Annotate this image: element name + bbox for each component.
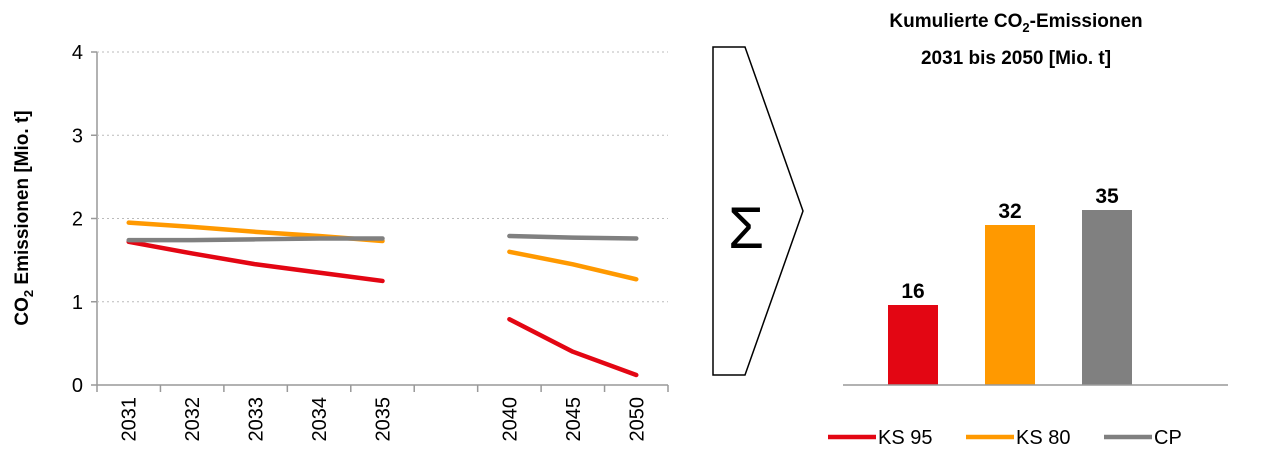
bar-value-label: 32 [998,200,1021,223]
series-line-ks-95 [507,316,639,378]
x-tick-label: 2035 [373,397,395,442]
y-tick-label: 2 [72,209,83,231]
bar-chart-title-b: -Emissionen [1030,11,1143,32]
x-axis-ticks: 2031 2032 2033 2034 2035 2040 2045 2050 [96,385,669,442]
series-line-cp [126,236,385,243]
x-tick-label: 2032 [182,397,204,442]
series-line-ks-95 [126,239,385,284]
bars: 16 32 35 [888,185,1132,385]
bar-ks-95 [888,305,938,385]
y-tick-label: 4 [72,42,83,64]
bar-ks-80 [985,225,1035,385]
legend-label: KS 95 [878,427,932,449]
series-line-cp [507,233,639,241]
sum-arrow: Σ [712,46,804,376]
x-tick-label: 2050 [626,397,648,442]
x-tick-label: 2040 [499,397,521,442]
sum-icon: Σ [728,196,764,261]
y-tick-label: 3 [72,125,83,147]
x-tick-label: 2045 [563,397,585,442]
x-tick-label: 2031 [119,397,141,442]
y-axis-label-main: CO [12,297,33,326]
y-tick-label: 1 [72,292,83,314]
bar-chart-title-a: Kumulierte CO [889,11,1022,32]
bar-chart-title-line2: 2031 bis 2050 [Mio. t] [921,48,1111,69]
y-axis-label-rest: Emissionen [Mio. t] [12,110,33,289]
y-axis-label: CO2 Emissionen [Mio. t] [12,110,36,325]
bar-chart-title-line1: Kumulierte CO2-Emissionen [889,11,1142,35]
sum-arrow-shape [712,46,804,376]
series-line-ks-80 [507,249,639,282]
series-lines [126,220,639,378]
bar-cp [1082,210,1132,385]
x-tick-label: 2033 [246,397,268,442]
y-tick-label: 0 [72,375,83,397]
legend-label: KS 80 [1016,427,1070,449]
legend-label: CP [1154,427,1182,449]
bar-value-label: 35 [1095,185,1119,208]
line-chart: 0 1 2 3 4 2031 2032 2033 2034 2035 2040 2045 2050 C… [12,42,669,442]
x-tick-label: 2034 [309,397,331,442]
y-axis-ticks: 0 1 2 3 4 [72,42,97,397]
y-axis-label-subscript: 2 [21,290,36,297]
legend: KS 95 KS 80 CP [828,427,1182,449]
bar-chart: Kumulierte CO2-Emissionen 2031 bis 2050 … [843,11,1228,386]
bar-value-label: 16 [901,280,924,303]
bar-chart-title-subscript: 2 [1022,20,1029,35]
gridlines [96,51,668,385]
